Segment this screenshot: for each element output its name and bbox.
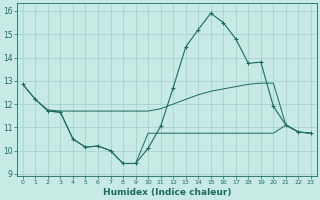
X-axis label: Humidex (Indice chaleur): Humidex (Indice chaleur) xyxy=(103,188,231,197)
